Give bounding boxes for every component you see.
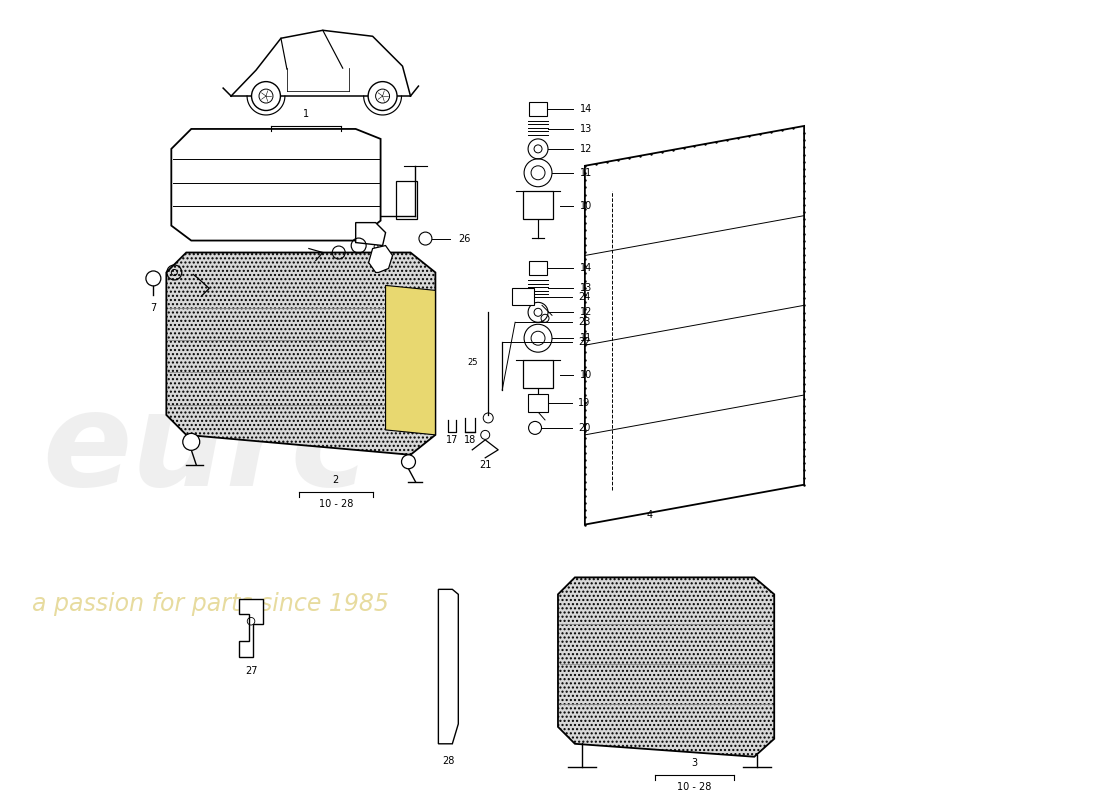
Text: 10 - 28: 10 - 28: [678, 782, 712, 792]
Bar: [528, 394, 548, 412]
Text: 23: 23: [578, 318, 591, 327]
Text: 17: 17: [447, 435, 459, 445]
Polygon shape: [439, 590, 459, 744]
Text: 11: 11: [580, 168, 592, 178]
Text: 8: 8: [373, 241, 378, 250]
Text: 13: 13: [580, 124, 592, 134]
Text: 10: 10: [580, 370, 592, 380]
Text: 16: 16: [288, 255, 301, 266]
Bar: [524, 360, 553, 388]
Text: 18: 18: [464, 435, 476, 445]
Polygon shape: [386, 286, 436, 435]
Text: 10: 10: [580, 201, 592, 210]
Bar: [513, 288, 535, 306]
Text: eurc: eurc: [42, 386, 369, 514]
Text: 11: 11: [580, 334, 592, 343]
Polygon shape: [368, 246, 393, 273]
Circle shape: [183, 434, 200, 450]
Text: 15: 15: [332, 261, 345, 270]
Text: 12: 12: [580, 144, 592, 154]
Text: 27: 27: [245, 666, 257, 676]
Bar: [396, 181, 418, 218]
Text: 3: 3: [692, 758, 697, 768]
Text: 10 - 28: 10 - 28: [288, 133, 323, 143]
Polygon shape: [355, 222, 386, 246]
Text: 13: 13: [580, 283, 592, 294]
Text: 14: 14: [580, 104, 592, 114]
Bar: [524, 190, 553, 218]
Bar: [529, 262, 547, 275]
Circle shape: [402, 455, 416, 469]
Text: 5: 5: [206, 303, 212, 314]
Polygon shape: [172, 129, 381, 241]
Text: 4: 4: [647, 510, 652, 520]
Text: 10 - 28: 10 - 28: [319, 498, 353, 509]
Polygon shape: [239, 599, 263, 657]
Text: 24: 24: [578, 292, 591, 302]
Bar: [529, 102, 547, 116]
Polygon shape: [558, 578, 774, 757]
Polygon shape: [585, 126, 804, 525]
Text: 22: 22: [578, 338, 591, 347]
Text: 14: 14: [580, 263, 592, 274]
Text: 20: 20: [578, 423, 591, 433]
Text: 26: 26: [459, 234, 471, 243]
Text: 6: 6: [172, 303, 177, 314]
Polygon shape: [166, 253, 436, 455]
Text: 25: 25: [468, 358, 478, 366]
Circle shape: [146, 271, 161, 286]
Text: 2: 2: [332, 474, 339, 485]
Text: 1: 1: [302, 109, 309, 119]
Circle shape: [368, 82, 397, 110]
Text: 28: 28: [442, 756, 454, 766]
Text: 12: 12: [580, 307, 592, 318]
Text: a passion for parts since 1985: a passion for parts since 1985: [32, 592, 388, 616]
Text: 7: 7: [151, 303, 156, 314]
Text: 19: 19: [578, 398, 591, 408]
Circle shape: [252, 82, 280, 110]
Text: 9: 9: [373, 280, 378, 290]
Text: 21: 21: [478, 460, 492, 470]
